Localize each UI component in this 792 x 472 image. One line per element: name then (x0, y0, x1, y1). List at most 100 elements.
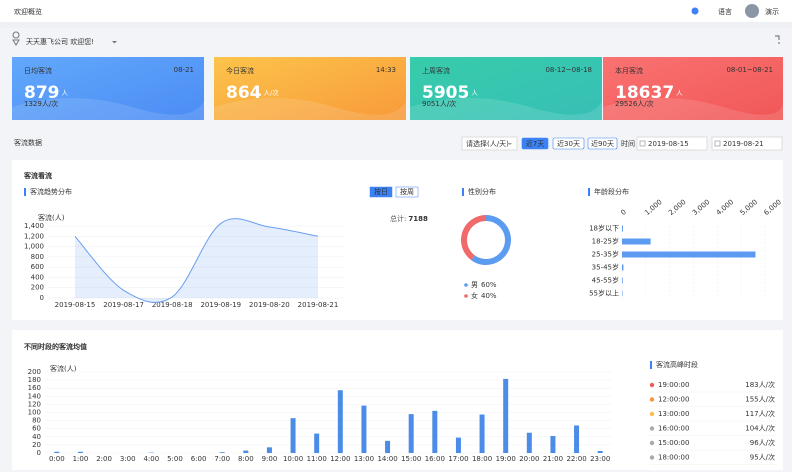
stat-card (12, 57, 204, 120)
peak-time: 13:00:00 (658, 410, 689, 418)
x-tick-label: 11:00 (307, 455, 327, 463)
x-tick-label: 5:00 (167, 455, 183, 463)
toggle-label: 按日 (374, 187, 388, 196)
x-tick-label: 7:00 (214, 455, 230, 463)
user-name: 演示 (765, 7, 779, 16)
card-sub: 9051人/次 (422, 99, 456, 108)
location: 天天惠飞公司 欢迎您! (26, 37, 94, 46)
date-text: 2019-08-15 (648, 140, 689, 148)
panel-title: 客流看流 (23, 171, 52, 180)
peak-value: 117人/次 (745, 409, 775, 418)
y-tick-label: 400 (31, 273, 44, 281)
toggle-button[interactable] (395, 186, 419, 198)
bar (622, 225, 623, 232)
bar (266, 447, 272, 453)
date-box[interactable] (636, 136, 708, 151)
y-axis-label: 客流(人) (38, 213, 65, 222)
x-tick-label: 2019-08-17 (103, 301, 144, 309)
card-unit: 人 (471, 89, 478, 97)
x-tick-label: 18:00 (472, 455, 492, 463)
card-value: 18637 人 (615, 83, 683, 103)
peak-value: 183人/次 (745, 380, 775, 389)
x-tick-label: 3:00 (120, 455, 136, 463)
peak-time: 19:00:00 (658, 381, 689, 389)
card-date: 08-21 (174, 66, 194, 74)
peak-time: 18:00:00 (658, 454, 689, 462)
card-unit: 人/次 (264, 88, 280, 97)
card-title: 今日客流 (226, 66, 254, 75)
range-button[interactable] (552, 137, 585, 150)
legend-value: 60% (481, 281, 497, 289)
expand-icon[interactable] (775, 35, 780, 44)
total: 总计: 7188 (390, 214, 428, 223)
card-title: 上周客流 (422, 66, 450, 75)
x-tick-label: 14:00 (377, 455, 397, 463)
range-label: 近30天 (557, 139, 580, 148)
y-tick-label: 140 (28, 392, 41, 400)
total-value: 7188 (408, 215, 428, 223)
y-tick-label: 0 (40, 294, 44, 302)
range-button[interactable] (587, 137, 618, 150)
date-box[interactable] (711, 136, 783, 151)
y-tick-label: 35-45岁 (592, 263, 619, 272)
x-tick-label: 2019-08-21 (298, 301, 339, 309)
bar (77, 451, 83, 453)
bell-icon[interactable] (691, 7, 699, 15)
bar (622, 238, 651, 245)
y-tick-label: 100 (28, 409, 41, 417)
title-marker (650, 361, 652, 369)
select-box[interactable] (461, 136, 518, 151)
legend-value: 40% (481, 292, 497, 300)
bar (597, 450, 603, 453)
bar (219, 452, 225, 453)
date-text: 2019-08-21 (723, 140, 764, 148)
card-sub: 1329人/次 (24, 99, 58, 108)
overview-panel (12, 160, 783, 320)
section-title: 客流数据 (14, 138, 42, 147)
card-wave (410, 98, 602, 120)
y-tick-label: 18岁以下 (589, 224, 619, 233)
dropdown-arrow[interactable] (112, 41, 117, 44)
y-tick-label: 120 (28, 400, 41, 408)
title-marker (462, 188, 464, 196)
stat-card (410, 57, 602, 120)
legend-dot (464, 283, 468, 287)
avatar[interactable] (745, 4, 759, 18)
panel-title: 不同时段的客流均值 (24, 342, 87, 351)
rank-icon (649, 411, 655, 417)
chart-title: 年龄段分布 (594, 187, 629, 196)
card-number: 5905 (422, 83, 469, 103)
y-tick-label: 1,200 (24, 232, 44, 240)
x-tick-label: 2:00 (96, 455, 112, 463)
select-text: 请选择(人/天) (466, 139, 509, 148)
bar (290, 418, 296, 453)
stat-card (603, 57, 783, 120)
card-value: 5905 人 (422, 83, 478, 103)
hourly-panel (12, 330, 783, 470)
x-tick-label: 2019-08-19 (200, 301, 241, 309)
pin-icon (12, 31, 20, 46)
legend-label: 女 (471, 291, 478, 300)
bar (455, 437, 461, 453)
top-bar (0, 0, 792, 22)
y-tick-label: 45-55岁 (592, 276, 619, 285)
y-axis-label: 客流(人) (50, 364, 77, 373)
select-arrow (508, 143, 512, 145)
bar (361, 405, 367, 453)
calendar-icon (639, 140, 646, 147)
y-tick-label: 180 (28, 376, 41, 384)
language[interactable]: 语言 (718, 7, 732, 16)
bar (432, 410, 438, 453)
bar (54, 451, 60, 453)
bar (243, 450, 249, 453)
card-number: 879 (24, 83, 60, 103)
y-tick-label: 20 (32, 441, 41, 449)
y-tick-label: 200 (28, 368, 41, 376)
x-tick-label: 2019-08-20 (249, 301, 290, 309)
x-tick-label: 16:00 (425, 455, 445, 463)
range-button[interactable] (521, 137, 549, 150)
x-tick-label: 4:00 (143, 455, 159, 463)
rank-icon (649, 440, 655, 446)
toggle-button[interactable] (369, 186, 393, 198)
